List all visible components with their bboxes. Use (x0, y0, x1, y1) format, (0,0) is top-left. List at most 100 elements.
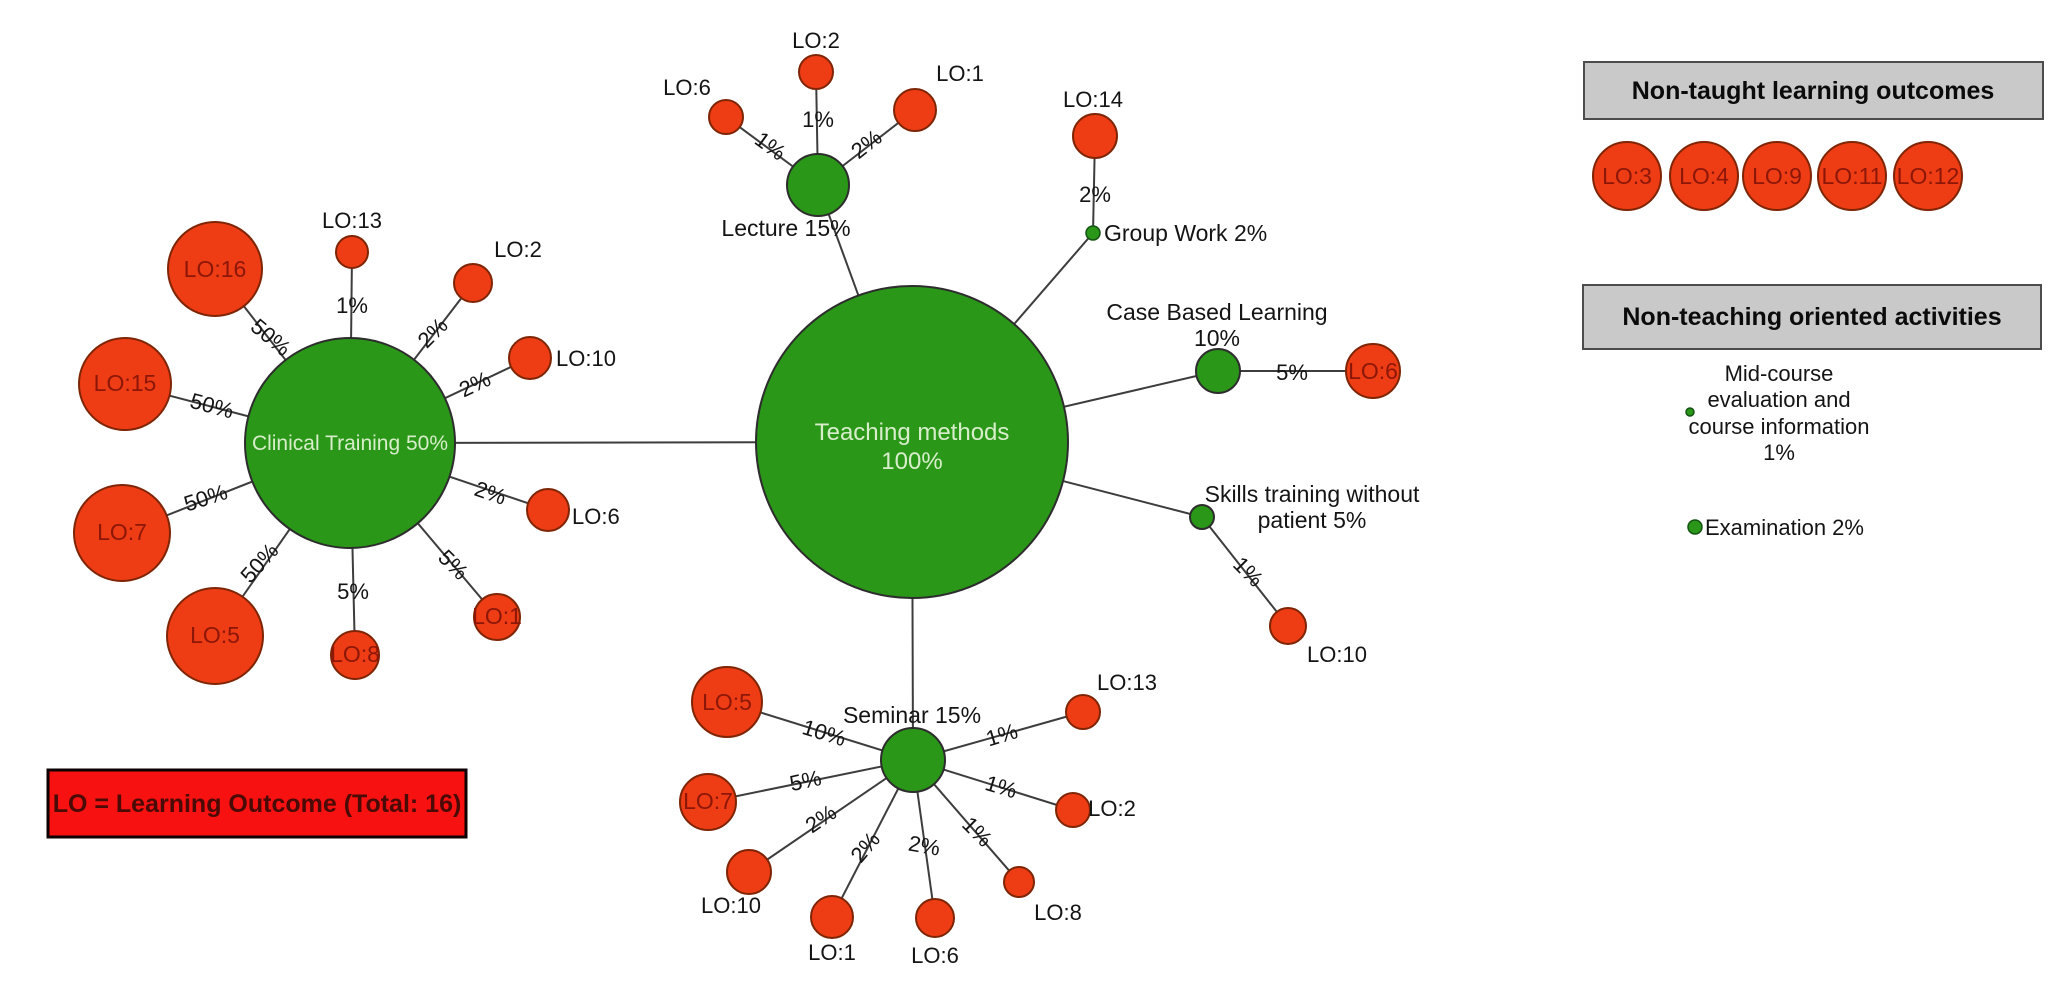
clinical-lo6-label: LO:6 (572, 504, 620, 529)
node-skills-training (1189, 504, 1215, 530)
nontaught-lo12-label: LO:12 (1897, 163, 1960, 189)
examination-dot (1687, 519, 1703, 535)
node-clinical-training (244, 337, 456, 549)
group-lo14-label: LO:14 (1063, 87, 1123, 112)
node-seminar (880, 727, 946, 793)
seminar-lo13-label: LO:13 (1097, 670, 1157, 695)
non-taught-header-box (1583, 61, 2044, 120)
lecture-lo6-label: LO:6 (663, 75, 711, 100)
mid-course-line4: 1% (1763, 440, 1795, 465)
cluster-seminar: Seminar 15% LO:5 LO:7 LO:10 LO:1 LO:6 LO… (679, 666, 1157, 968)
seminar-lo6-label: LO:6 (911, 943, 959, 968)
lecture-label: Lecture 15% (721, 215, 850, 241)
clinical-lo8-pct: 5% (337, 579, 369, 604)
node-lecture-lo1 (893, 88, 937, 132)
seminar-lo10-label: LO:10 (701, 893, 761, 918)
lecture-lo1-label: LO:1 (936, 61, 984, 86)
cluster-case-based: Case Based Learning 10% LO:6 5% (1106, 299, 1401, 399)
node-lecture-lo2 (798, 54, 834, 90)
cluster-clinical-training: Clinical Training 50% LO:16 LO:13 LO:2 L… (73, 208, 620, 685)
non-teaching-header: Non-teaching oriented activities (1622, 303, 2001, 331)
node-clinical-lo16 (167, 221, 263, 317)
node-nontaught-lo12 (1893, 141, 1963, 211)
node-seminar-lo8 (1003, 866, 1035, 898)
node-nontaught-lo4 (1669, 141, 1739, 211)
clinical-lo7-label: LO:7 (97, 519, 147, 545)
mid-course-line2: evaluation and (1707, 387, 1850, 412)
clinical-lo5-label: LO:5 (190, 622, 240, 648)
seminar-label: Seminar 15% (843, 702, 981, 728)
panel-non-taught: Non-taught learning outcomes LO:3 LO:4 L… (1583, 61, 2044, 211)
node-clinical-lo5 (166, 587, 264, 685)
node-seminar-lo10 (726, 849, 772, 895)
node-clinical-lo8 (330, 630, 380, 680)
node-nontaught-lo9 (1742, 141, 1812, 211)
node-seminar-lo2 (1055, 792, 1091, 828)
legend-box (46, 768, 468, 839)
nontaught-lo9-label: LO:9 (1752, 163, 1802, 189)
node-seminar-lo7 (679, 773, 737, 831)
clinical-lo2-label: LO:2 (494, 237, 542, 262)
node-clinical-lo10 (508, 336, 552, 380)
node-group-work (1085, 225, 1101, 241)
node-group-lo14 (1072, 113, 1118, 159)
case-based-label-line2: 10% (1194, 325, 1240, 351)
seminar-lo2-label: LO:2 (1088, 796, 1136, 821)
clinical-lo8-label: LO:8 (330, 641, 380, 667)
case-lo6-pct: 5% (1276, 360, 1308, 385)
node-seminar-lo13 (1065, 694, 1101, 730)
cluster-skills-training: Skills training without patient 5% LO:10… (1189, 481, 1420, 667)
examination-label: Examination 2% (1705, 515, 1864, 540)
node-nontaught-lo11 (1817, 141, 1887, 211)
mid-course-dot (1685, 407, 1695, 417)
node-seminar-lo6 (915, 898, 955, 938)
node-case-lo6 (1345, 343, 1401, 399)
seminar-lo5-label: LO:5 (702, 689, 752, 715)
clinical-lo1-label: LO:1 (472, 603, 522, 629)
skills-lo10-label: LO:10 (1307, 642, 1367, 667)
node-case-based (1195, 348, 1241, 394)
nontaught-lo4-label: LO:4 (1679, 163, 1729, 189)
node-clinical-lo13 (335, 235, 369, 269)
edge-seminar-lo7 (707, 759, 914, 803)
non-teaching-header-box (1582, 284, 2042, 350)
lecture-lo2-label: LO:2 (792, 28, 840, 53)
clinical-label: Clinical Training 50% (252, 432, 448, 455)
legend-label: LO = Learning Outcome (Total: 16) (53, 790, 462, 818)
panel-non-teaching: Non-teaching oriented activities Mid-cou… (1582, 284, 2042, 540)
clinical-lo16-label: LO:16 (184, 256, 247, 282)
skills-label-line1: Skills training without (1205, 481, 1420, 507)
group-lo14-pct: 2% (1079, 182, 1111, 207)
center-label-line1: Teaching methods (815, 419, 1010, 446)
node-clinical-lo2 (453, 263, 493, 303)
legend: LO = Learning Outcome (Total: 16) (46, 768, 468, 839)
node-teaching-methods (755, 285, 1069, 599)
node-clinical-lo15 (78, 337, 172, 431)
skills-label-line2: patient 5% (1258, 507, 1367, 533)
clinical-lo13-pct: 1% (336, 293, 368, 318)
mid-course-line3: course information (1689, 414, 1870, 439)
node-lecture (786, 153, 850, 217)
edge-skills-lo10 (1201, 516, 1289, 627)
mid-course-line1: Mid-course (1725, 361, 1834, 386)
cluster-center: Teaching methods 100% (755, 285, 1069, 599)
seminar-lo7-label: LO:7 (683, 788, 733, 814)
seminar-lo1-label: LO:1 (808, 940, 856, 965)
non-taught-header: Non-taught learning outcomes (1632, 77, 1995, 105)
node-clinical-lo7 (73, 484, 171, 582)
node-seminar-lo1 (810, 895, 854, 939)
seminar-lo8-label: LO:8 (1034, 900, 1082, 925)
nontaught-lo3-label: LO:3 (1602, 163, 1652, 189)
group-work-label: Group Work 2% (1104, 220, 1267, 246)
clinical-lo10-label: LO:10 (556, 346, 616, 371)
case-lo6-label: LO:6 (1348, 358, 1398, 384)
node-skills-lo10 (1269, 607, 1307, 645)
edge-seminar-lo10 (748, 759, 914, 873)
cluster-group-work: Group Work 2% LO:14 2% (1063, 87, 1267, 246)
nontaught-lo11-label: LO:11 (1822, 163, 1883, 189)
node-seminar-lo5 (691, 666, 763, 738)
node-clinical-lo6 (526, 488, 570, 532)
node-nontaught-lo3 (1592, 141, 1662, 211)
